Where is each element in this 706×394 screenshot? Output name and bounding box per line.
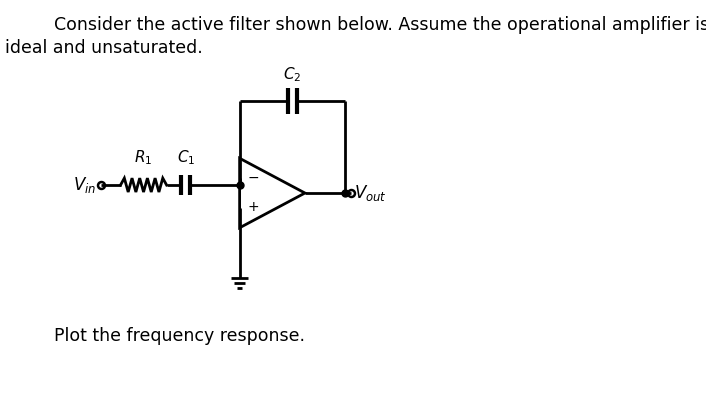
Text: $V_{\mathregular{out}}$: $V_{\mathregular{out}}$ xyxy=(354,183,387,203)
Text: $C_1$: $C_1$ xyxy=(176,149,195,167)
Text: $-$: $-$ xyxy=(247,170,260,184)
Text: $V_{\mathregular{in}}$: $V_{\mathregular{in}}$ xyxy=(73,175,97,195)
Text: ideal and unsaturated.: ideal and unsaturated. xyxy=(5,39,203,57)
Text: Plot the frequency response.: Plot the frequency response. xyxy=(54,327,305,345)
Text: $+$: $+$ xyxy=(247,200,259,214)
Text: $C_2$: $C_2$ xyxy=(283,65,301,84)
Text: Consider the active filter shown below. Assume the operational amplifier is: Consider the active filter shown below. … xyxy=(54,16,706,34)
Text: $R_1$: $R_1$ xyxy=(134,149,152,167)
